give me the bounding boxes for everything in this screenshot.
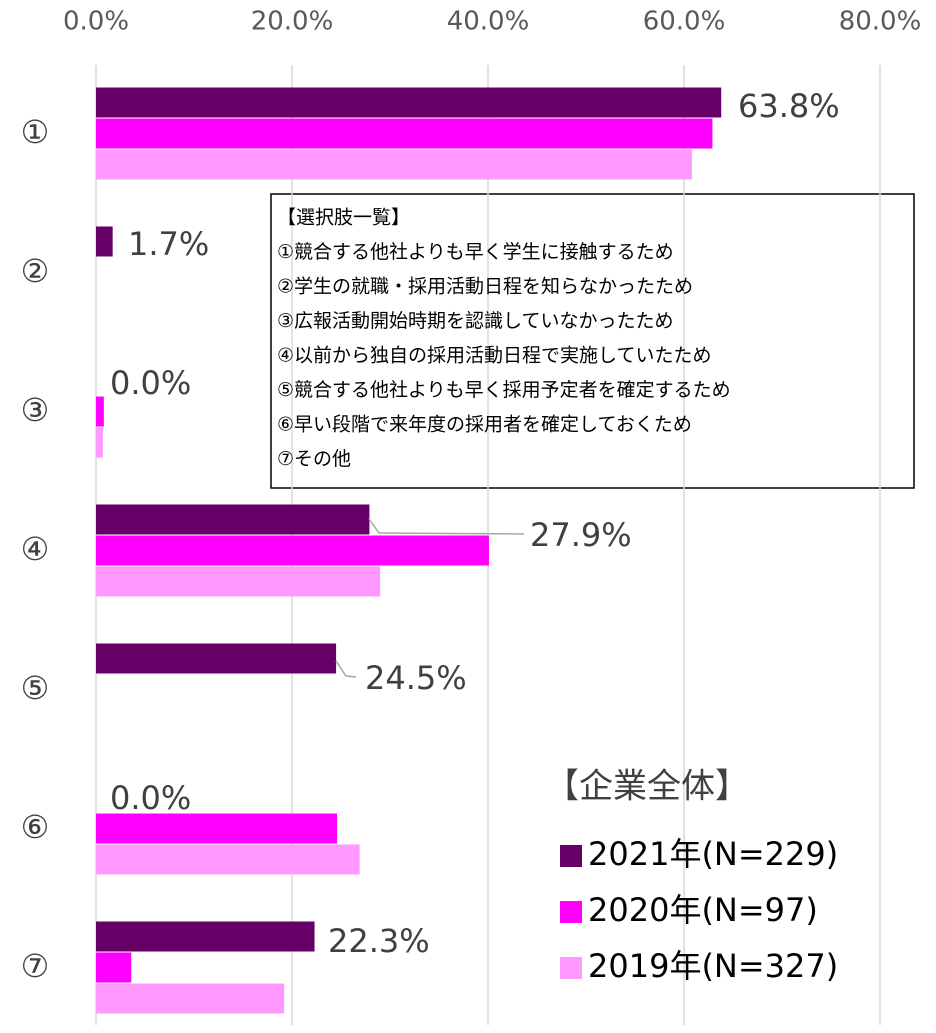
annotation-box — [270, 193, 915, 489]
data-label: 63.8% — [738, 87, 840, 125]
x-tick-label: 40.0% — [447, 7, 530, 37]
bar — [96, 844, 360, 875]
annotation-line: ⑤競合する他社よりも早く採用予定者を確定するため — [277, 379, 731, 401]
data-label: 22.3% — [328, 922, 430, 960]
annotation-line: ③広報活動開始時期を認識していなかったため — [277, 310, 673, 332]
bar — [96, 921, 315, 952]
x-tick-label: 60.0% — [643, 7, 726, 37]
annotation-line: ②学生の就職・採用活動日程を知らなかったため — [277, 276, 693, 298]
bar — [96, 87, 722, 118]
legend-swatch — [560, 957, 582, 979]
bar — [96, 226, 113, 257]
data-label: 24.5% — [365, 659, 467, 697]
category-label: ④ — [21, 530, 50, 568]
annotation-line: 【選択肢一覧】 — [277, 207, 410, 229]
category-label: ⑦ — [21, 947, 50, 985]
leader-line — [368, 518, 525, 535]
data-label: 0.0% — [110, 779, 191, 817]
bar — [96, 396, 104, 427]
x-tick-label: 20.0% — [251, 7, 334, 37]
bar — [96, 566, 381, 597]
category-label: ⑤ — [21, 669, 50, 707]
bar — [96, 535, 489, 566]
bar — [96, 118, 713, 149]
bar — [96, 149, 692, 180]
bar — [96, 427, 103, 458]
legend-swatch — [560, 845, 582, 867]
leader-line — [335, 660, 357, 678]
legend-title: 【企業全体】 — [545, 767, 749, 807]
category-label: ② — [21, 252, 50, 290]
x-tick-label: 0.0% — [63, 7, 129, 37]
data-label: 27.9% — [530, 516, 632, 554]
annotation-line: ⑥早い段階で来年度の採用者を確定しておくため — [277, 414, 692, 436]
category-label: ⑥ — [21, 808, 50, 846]
bar — [96, 504, 370, 535]
bar — [96, 952, 132, 983]
category-label: ③ — [21, 391, 50, 429]
annotation-line: ④以前から独自の採用活動日程で実施していたため — [277, 345, 711, 367]
bar — [96, 643, 337, 674]
category-label: ① — [21, 113, 50, 151]
data-label: 1.7% — [128, 225, 209, 263]
legend-swatch — [560, 901, 582, 923]
legend-label: 2019年(N=327) — [588, 947, 838, 985]
bar — [96, 813, 338, 844]
data-label: 0.0% — [110, 364, 191, 402]
annotation-line: ①競合する他社よりも早く学生に接触するため — [277, 241, 674, 263]
bar — [96, 983, 285, 1014]
x-tick-label: 80.0% — [839, 7, 922, 37]
annotation-line: ⑦その他 — [277, 448, 351, 470]
legend-label: 2020年(N=97) — [588, 891, 818, 929]
legend-label: 2021年(N=229) — [588, 835, 838, 873]
